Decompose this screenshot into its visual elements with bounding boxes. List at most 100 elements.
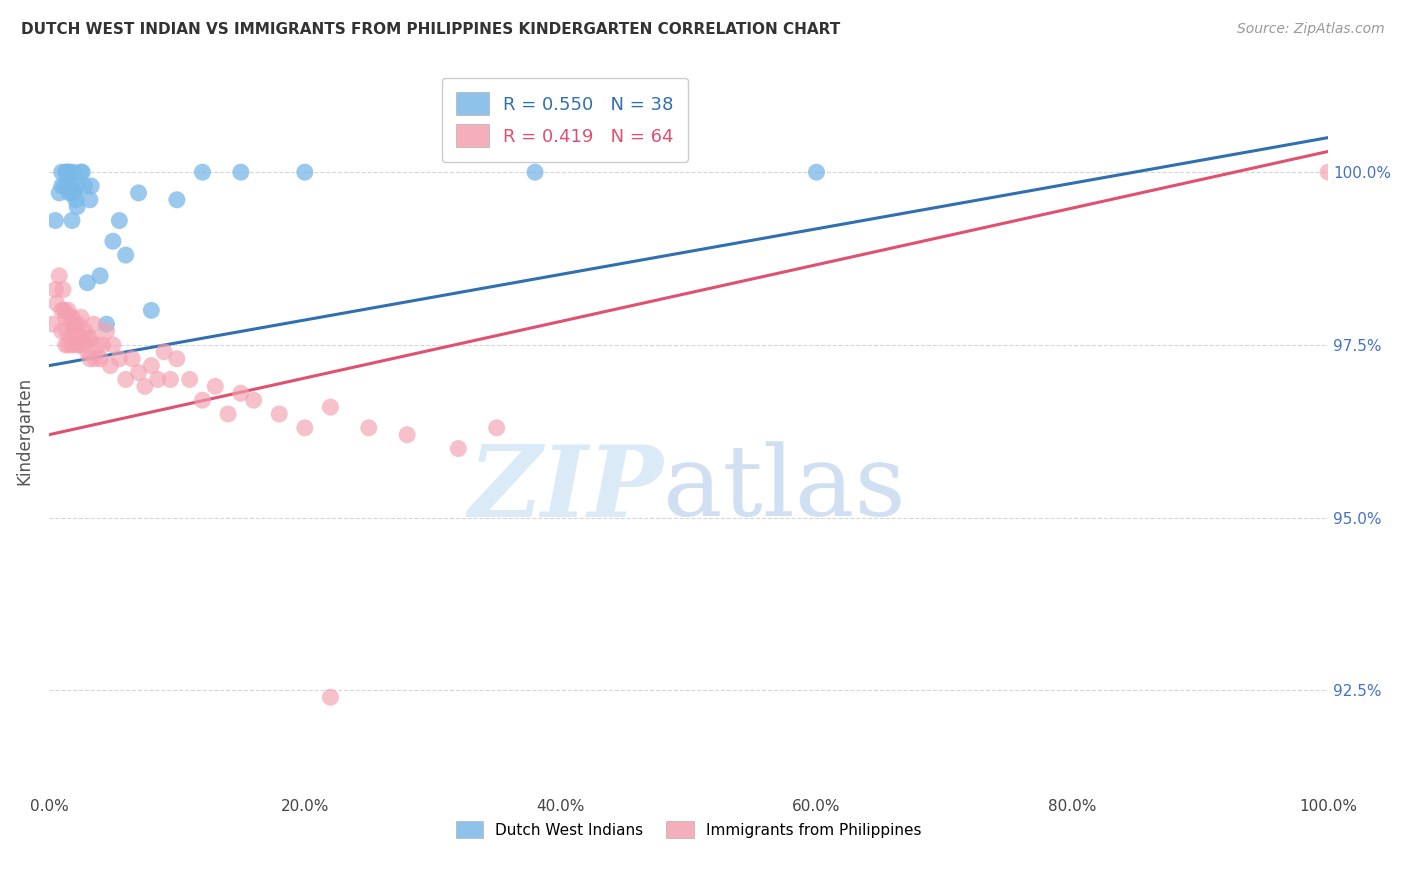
Point [204,379,226,393]
Point [67,317,90,331]
Point [51,324,73,338]
Point [55,310,77,325]
Point [159,372,181,386]
Point [191,165,214,179]
Point [524,165,547,179]
Point [56,165,79,179]
Point [80,178,103,193]
Text: DUTCH WEST INDIAN VS IMMIGRANTS FROM PHILIPPINES KINDERGARTEN CORRELATION CHART: DUTCH WEST INDIAN VS IMMIGRANTS FROM PHI… [21,22,841,37]
Point [58,310,80,325]
Point [319,690,342,705]
Point [56,165,79,179]
Point [55,338,77,352]
Point [53,178,76,193]
Point [44,283,66,297]
Point [65,338,87,352]
Point [83,317,105,331]
Point [58,186,80,200]
Point [114,372,136,386]
Point [51,178,73,193]
Point [80,331,103,345]
Point [60,338,83,352]
Point [76,276,98,290]
Text: ZIP: ZIP [468,441,664,538]
Point [56,178,79,193]
Point [62,324,84,338]
Point [66,324,89,338]
Point [73,178,96,193]
Point [60,310,83,325]
Point [357,421,380,435]
Point [79,351,101,366]
Point [269,407,291,421]
Point [108,213,131,227]
Point [69,338,91,352]
Point [63,317,86,331]
Point [48,268,70,283]
Point [166,351,188,366]
Point [56,324,79,338]
Point [96,317,118,331]
Point [134,379,156,393]
Point [91,338,114,352]
Point [141,303,163,318]
Point [79,193,101,207]
Point [1317,165,1340,179]
Point [89,351,111,366]
Point [101,234,124,248]
Point [63,186,86,200]
Point [72,338,94,352]
Point [101,338,124,352]
Point [242,393,264,408]
Legend: Dutch West Indians, Immigrants from Philippines: Dutch West Indians, Immigrants from Phil… [450,814,928,845]
Point [86,338,108,352]
Point [44,213,66,227]
Text: atlas: atlas [664,442,905,537]
Point [319,400,342,414]
Point [114,248,136,262]
Point [89,268,111,283]
Point [76,344,98,359]
Point [70,165,93,179]
Point [128,366,150,380]
Point [60,186,83,200]
Point [59,178,82,193]
Point [217,407,239,421]
Point [485,421,508,435]
Point [51,165,73,179]
Point [396,427,419,442]
Point [42,317,65,331]
Point [108,351,131,366]
Point [121,351,143,366]
Point [70,331,93,345]
Point [146,372,169,386]
Point [66,178,89,193]
Point [96,324,118,338]
Point [66,200,89,214]
Point [84,351,107,366]
Point [100,359,122,373]
Point [58,165,80,179]
Point [447,442,470,456]
Point [294,421,316,435]
Text: Source: ZipAtlas.com: Source: ZipAtlas.com [1237,22,1385,37]
Point [179,372,201,386]
Point [45,296,67,310]
Point [51,303,73,318]
Point [56,303,79,318]
Point [70,165,93,179]
Point [70,310,93,325]
Point [48,186,70,200]
Point [53,303,76,318]
Point [60,213,83,227]
Point [229,165,252,179]
Point [229,386,252,401]
Point [128,186,150,200]
Y-axis label: Kindergarten: Kindergarten [15,377,32,485]
Point [59,331,82,345]
Point [55,165,77,179]
Point [65,193,87,207]
Point [141,359,163,373]
Point [166,193,188,207]
Point [52,283,75,297]
